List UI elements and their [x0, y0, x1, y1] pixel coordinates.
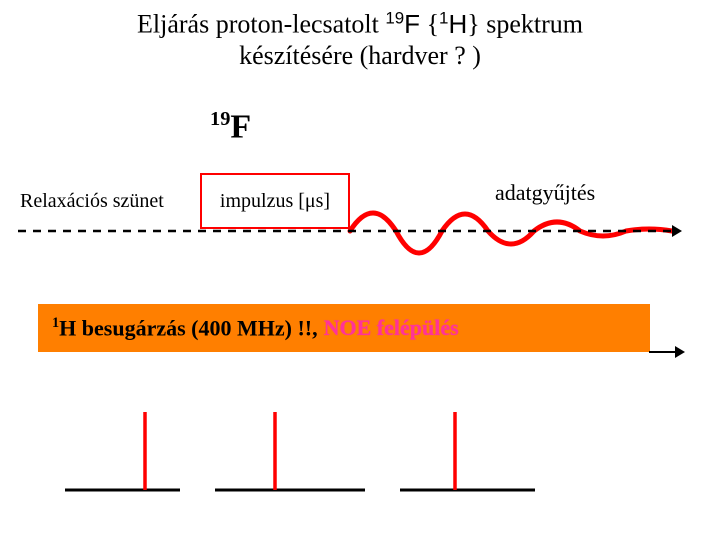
spectrum-svg — [65, 395, 585, 505]
timeline2-svg — [0, 0, 720, 380]
spectrum-group — [65, 412, 535, 490]
timeline2-axis — [649, 346, 685, 358]
